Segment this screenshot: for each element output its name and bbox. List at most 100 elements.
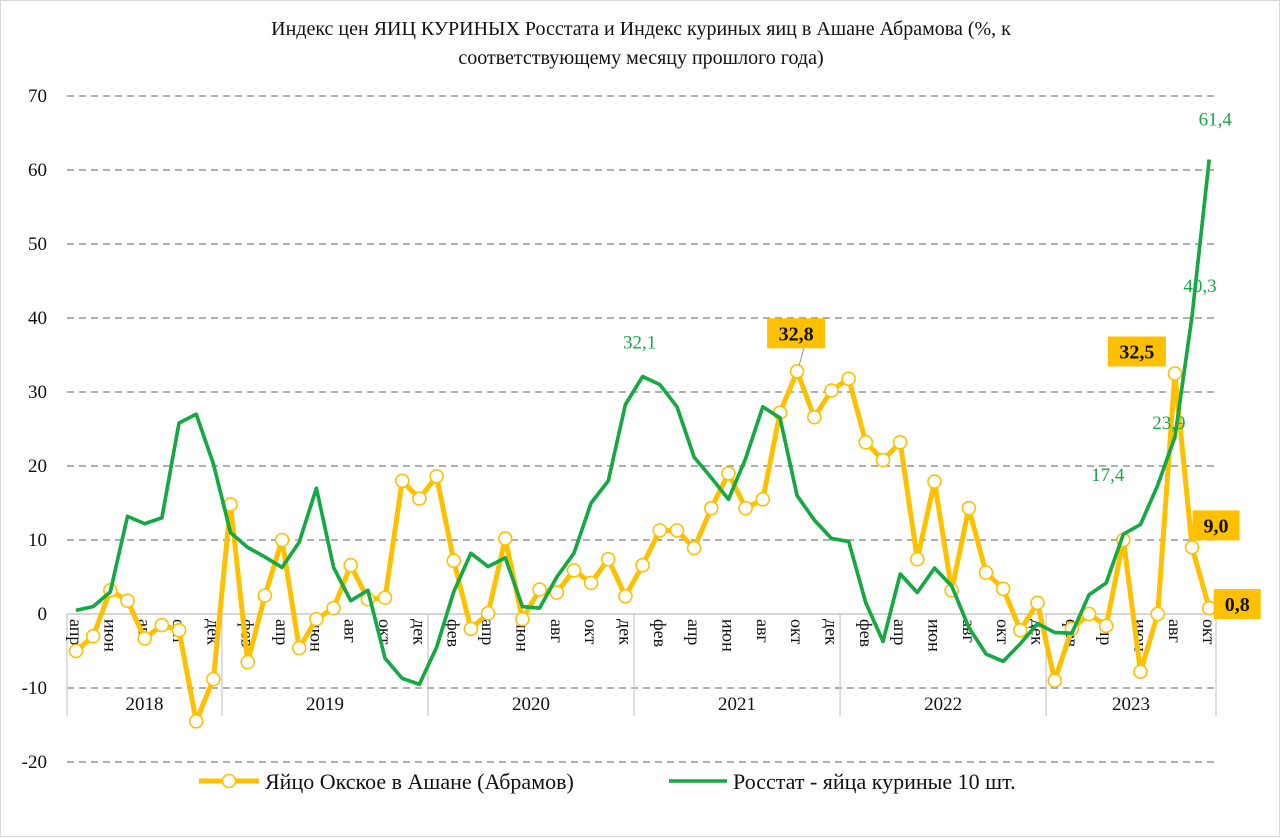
data-point bbox=[343, 557, 359, 573]
data-point bbox=[618, 588, 633, 604]
legend-label-auchan: Яйцо Окское в Ашане (Абрамов) bbox=[265, 769, 574, 794]
y-tick-label: 40 bbox=[28, 308, 47, 329]
data-point bbox=[309, 611, 324, 627]
data-point bbox=[841, 371, 856, 386]
data-point bbox=[755, 491, 771, 507]
data-point bbox=[171, 622, 187, 638]
y-tick-label: 60 bbox=[28, 160, 47, 181]
month-label: апр bbox=[66, 619, 86, 645]
data-point bbox=[257, 588, 273, 603]
year-label: 2018 bbox=[125, 694, 163, 715]
data-point bbox=[824, 383, 839, 398]
data-point bbox=[497, 531, 513, 546]
data-point bbox=[927, 474, 942, 489]
month-label: фев bbox=[444, 619, 464, 647]
data-point bbox=[85, 628, 101, 644]
data-point bbox=[377, 590, 393, 606]
data-point bbox=[789, 363, 805, 379]
data-point bbox=[1030, 595, 1045, 611]
y-tick-label: 30 bbox=[28, 382, 47, 403]
month-label: июн bbox=[512, 619, 532, 652]
year-label: 2020 bbox=[512, 694, 550, 715]
data-label: 32,8 bbox=[779, 323, 814, 345]
year-label: 2022 bbox=[924, 694, 962, 715]
legend-label-rosstat: Росстат - яйца куриные 10 шт. bbox=[733, 769, 1016, 794]
month-label: окт bbox=[581, 619, 601, 645]
month-label: авг bbox=[753, 619, 773, 643]
data-point bbox=[206, 671, 221, 687]
month-label: авг bbox=[547, 619, 567, 643]
year-label: 2023 bbox=[1112, 694, 1150, 715]
data-label: 32,1 bbox=[623, 332, 656, 353]
data-point bbox=[188, 713, 204, 729]
y-tick-label: 50 bbox=[28, 234, 47, 255]
data-point bbox=[635, 557, 650, 573]
data-point bbox=[978, 565, 994, 580]
data-point bbox=[1133, 664, 1148, 680]
data-point bbox=[274, 532, 290, 548]
data-point bbox=[480, 605, 496, 621]
data-point bbox=[995, 581, 1011, 597]
data-label: 9,0 bbox=[1204, 515, 1229, 537]
month-label: июн bbox=[925, 619, 945, 652]
data-point bbox=[549, 585, 565, 600]
data-point bbox=[1098, 618, 1114, 634]
month-label: дек bbox=[821, 619, 841, 645]
data-label-box bbox=[1107, 336, 1166, 367]
data-label: 61,4 bbox=[1199, 110, 1233, 131]
data-point bbox=[910, 551, 925, 567]
chart-title: Индекс цен ЯИЦ КУРИНЫХ Росстата и Индекс… bbox=[1, 15, 1280, 73]
data-point bbox=[1184, 540, 1200, 555]
month-label: дек bbox=[615, 619, 635, 645]
data-point bbox=[652, 523, 668, 538]
data-point bbox=[1013, 622, 1028, 638]
data-point bbox=[515, 611, 530, 627]
data-point bbox=[669, 523, 685, 538]
data-point bbox=[326, 600, 341, 616]
data-label: 23,9 bbox=[1152, 413, 1185, 434]
month-label: июн bbox=[718, 619, 738, 652]
data-point bbox=[394, 473, 410, 489]
month-label: апр bbox=[272, 619, 292, 645]
data-point bbox=[68, 643, 84, 659]
data-point bbox=[463, 621, 479, 637]
month-label: фев bbox=[650, 619, 670, 647]
month-label: июн bbox=[100, 619, 120, 652]
data-point bbox=[807, 409, 822, 425]
month-label: окт bbox=[1199, 619, 1219, 645]
data-point bbox=[1150, 606, 1166, 622]
y-tick-label: 70 bbox=[28, 86, 47, 107]
y-tick-label: 0 bbox=[38, 604, 48, 625]
data-point bbox=[686, 540, 702, 556]
data-point bbox=[1081, 606, 1097, 622]
month-label: авг bbox=[1165, 619, 1185, 643]
month-label: апр bbox=[890, 619, 910, 645]
series-line-rosstat-overlay bbox=[75, 159, 1211, 687]
month-label: апр bbox=[478, 619, 498, 645]
chart-title-line1: Индекс цен ЯИЦ КУРИНЫХ Росстата и Индекс… bbox=[271, 18, 1011, 40]
year-label: 2019 bbox=[306, 694, 344, 715]
year-label: 2021 bbox=[718, 694, 756, 715]
data-point bbox=[583, 575, 599, 591]
month-label: фев bbox=[856, 619, 876, 647]
data-point bbox=[566, 563, 582, 578]
data-point bbox=[703, 500, 719, 516]
y-tick-label: -10 bbox=[22, 678, 47, 699]
data-label-box bbox=[1192, 510, 1240, 541]
data-point bbox=[1047, 673, 1062, 688]
data-point bbox=[532, 582, 547, 597]
month-label: авг bbox=[341, 619, 361, 643]
y-tick-label: -20 bbox=[22, 752, 47, 773]
label-leader bbox=[798, 347, 805, 366]
month-label: окт bbox=[787, 619, 807, 645]
data-point bbox=[446, 553, 462, 569]
data-label: 0,8 bbox=[1225, 594, 1250, 616]
data-point bbox=[600, 551, 616, 567]
y-tick-label: 10 bbox=[28, 530, 47, 551]
data-label-box bbox=[767, 318, 826, 349]
data-point bbox=[875, 452, 891, 468]
data-label-box bbox=[1213, 589, 1261, 620]
data-label: 32,5 bbox=[1119, 342, 1154, 364]
data-point bbox=[721, 466, 736, 481]
